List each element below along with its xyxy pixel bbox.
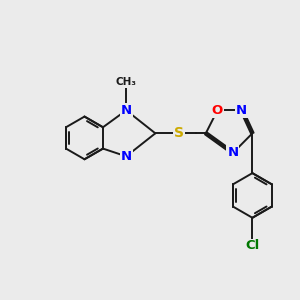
Text: O: O: [212, 104, 223, 117]
Text: N: N: [227, 146, 239, 159]
Text: N: N: [121, 104, 132, 117]
Text: N: N: [236, 104, 247, 117]
Text: Cl: Cl: [245, 239, 260, 252]
Text: N: N: [121, 150, 132, 163]
Text: S: S: [174, 126, 184, 140]
Text: CH₃: CH₃: [116, 77, 137, 87]
